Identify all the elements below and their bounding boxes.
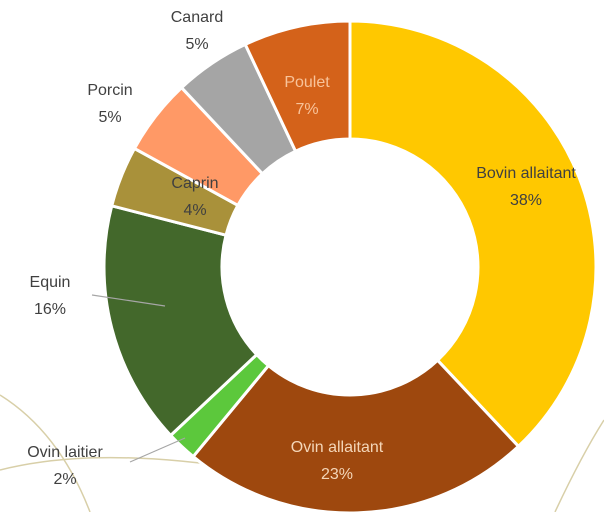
- donut-slice: [348, 19, 598, 449]
- slice-value-label: 7%: [295, 101, 318, 118]
- donut-slice: [102, 203, 259, 438]
- slice-label: Canard: [171, 9, 223, 26]
- slice-value-label: 16%: [34, 301, 66, 318]
- donut-slice: [243, 19, 352, 154]
- slice-label: Poulet: [284, 74, 330, 91]
- slice-value-label: 5%: [98, 109, 121, 126]
- slice-value-label: 38%: [510, 192, 542, 209]
- slice-value-label: 5%: [185, 36, 208, 53]
- donut-slice: [191, 358, 521, 512]
- slice-value-label: 23%: [321, 466, 353, 483]
- leader-line: [91, 294, 166, 307]
- slice-label: Porcin: [87, 82, 132, 99]
- slice-value-label: 2%: [53, 471, 76, 488]
- slice-label: Caprin: [171, 175, 218, 192]
- slice-label: Ovin allaitant: [291, 439, 384, 456]
- slice-label: Equin: [30, 274, 71, 291]
- slice-value-label: 4%: [183, 202, 206, 219]
- slice-label: Bovin allaitant: [476, 165, 576, 182]
- slice-label: Ovin laitier: [27, 444, 103, 461]
- leader-line: [129, 437, 186, 463]
